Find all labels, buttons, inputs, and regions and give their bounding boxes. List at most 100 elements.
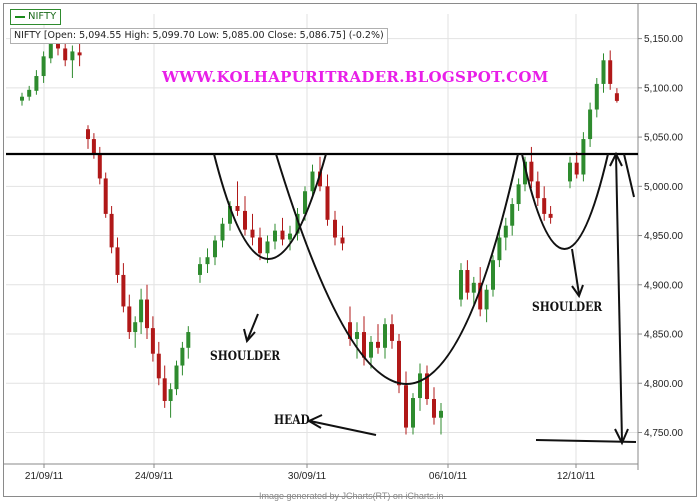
candle-body bbox=[86, 129, 90, 140]
candle-body bbox=[478, 282, 483, 310]
candle bbox=[471, 276, 476, 305]
candle-body bbox=[150, 328, 155, 354]
candlestick-chart: 4,750.00 4,800.00 4,850.00 4,900.00 4,950.00… bbox=[4, 4, 683, 482]
candle-body bbox=[295, 213, 300, 234]
y-tick-label: 5,100.00 bbox=[644, 83, 683, 94]
candle bbox=[516, 178, 521, 211]
candle bbox=[162, 365, 167, 408]
neckline-tail bbox=[623, 153, 635, 198]
candle bbox=[250, 213, 255, 246]
candle bbox=[404, 371, 408, 435]
candle bbox=[220, 217, 225, 248]
candle-body bbox=[425, 373, 429, 400]
y-tick-label: 4,750.00 bbox=[644, 428, 683, 439]
candle bbox=[174, 360, 179, 396]
candle bbox=[168, 383, 173, 418]
candle-body bbox=[404, 385, 408, 428]
candle bbox=[333, 210, 337, 246]
candle-body bbox=[383, 324, 387, 348]
candle bbox=[198, 257, 202, 283]
candle-body bbox=[362, 332, 366, 358]
candle bbox=[213, 235, 217, 266]
candle-body bbox=[273, 230, 277, 242]
candle-body bbox=[411, 398, 415, 428]
candle bbox=[127, 294, 132, 339]
y-tick-label: 4,900.00 bbox=[644, 280, 683, 291]
candle bbox=[139, 288, 144, 335]
candle-body bbox=[418, 373, 422, 399]
x-tick-label: 12/10/11 bbox=[557, 471, 596, 482]
candle-body bbox=[250, 229, 255, 238]
candle-body bbox=[594, 83, 599, 110]
candle-body bbox=[258, 237, 262, 254]
candle bbox=[523, 156, 527, 192]
target-level-line bbox=[535, 439, 637, 443]
candle bbox=[145, 284, 149, 339]
y-tick-label: 5,150.00 bbox=[644, 34, 683, 45]
candle-body bbox=[162, 378, 167, 401]
candle-body bbox=[139, 299, 144, 323]
candle bbox=[205, 248, 210, 273]
ohlc-readout: NIFTY [Open: 5,094.55 High: 5,099.70 Low… bbox=[10, 28, 388, 44]
candle bbox=[235, 181, 240, 216]
candle bbox=[310, 164, 315, 199]
x-tick-label: 24/09/11 bbox=[135, 471, 174, 482]
target-arrowhead-top bbox=[609, 151, 623, 167]
candle-body bbox=[369, 341, 373, 358]
candle bbox=[41, 51, 46, 83]
candle bbox=[258, 227, 262, 261]
candle bbox=[109, 206, 114, 254]
legend-swatch bbox=[15, 16, 25, 18]
candle bbox=[150, 316, 155, 362]
annotation-drawings bbox=[6, 151, 638, 446]
candle bbox=[295, 207, 300, 241]
candle-body bbox=[574, 162, 579, 175]
candle bbox=[77, 43, 82, 67]
y-tick-label: 4,800.00 bbox=[644, 379, 683, 390]
candle-body bbox=[376, 341, 380, 348]
left-shoulder-curve bbox=[213, 153, 327, 260]
candle-body bbox=[198, 264, 202, 275]
candle bbox=[34, 70, 39, 95]
candle bbox=[121, 263, 126, 313]
candle-body bbox=[103, 178, 108, 214]
right-shoulder-curve bbox=[521, 153, 609, 250]
candle bbox=[369, 335, 373, 369]
candle bbox=[484, 284, 489, 323]
candle-body bbox=[397, 340, 401, 386]
candle-body bbox=[280, 230, 285, 240]
candle-body bbox=[491, 260, 495, 290]
candle bbox=[491, 255, 495, 297]
candle bbox=[390, 314, 394, 349]
candle bbox=[70, 45, 75, 79]
candle bbox=[535, 171, 540, 207]
y-tick-label: 4,950.00 bbox=[644, 231, 683, 242]
x-tick-label: 06/10/11 bbox=[429, 471, 468, 482]
candle bbox=[348, 306, 352, 346]
candle bbox=[581, 132, 586, 182]
candle-body bbox=[156, 353, 161, 379]
candle bbox=[418, 363, 422, 411]
candle bbox=[103, 172, 108, 218]
candle-body bbox=[340, 237, 345, 244]
candle-body bbox=[510, 204, 515, 226]
candle-body bbox=[288, 233, 292, 240]
candle-body bbox=[91, 139, 96, 155]
candle-body bbox=[303, 191, 307, 214]
y-tick-label: 4,850.00 bbox=[644, 330, 683, 341]
candle bbox=[280, 217, 285, 246]
candle-body bbox=[516, 184, 521, 205]
candle-body bbox=[318, 171, 322, 187]
candle-body bbox=[581, 139, 586, 175]
candle-body bbox=[109, 213, 114, 248]
legend-label: NIFTY bbox=[28, 11, 57, 22]
candle bbox=[288, 225, 292, 251]
target-arrowhead-bottom bbox=[614, 428, 629, 446]
candle-body bbox=[542, 198, 547, 214]
candle bbox=[608, 50, 613, 90]
candle bbox=[568, 156, 572, 189]
candle-body bbox=[529, 161, 534, 182]
chart-legend: NIFTY bbox=[10, 9, 62, 25]
candle bbox=[186, 326, 191, 359]
candle bbox=[459, 263, 463, 307]
